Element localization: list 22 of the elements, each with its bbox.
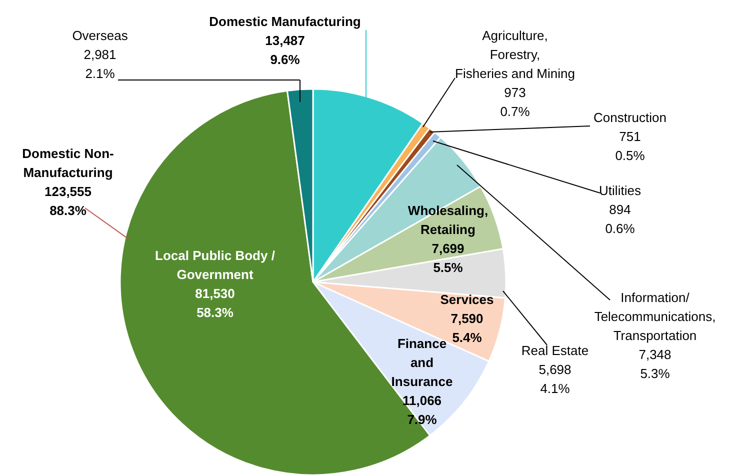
- slice-label: Information/ Telecommunications, Transportation: [594, 290, 716, 343]
- slice-label: Services: [440, 292, 494, 307]
- data-label: 751 0.5%: [615, 129, 646, 163]
- data-label: 7,348 5.3%: [638, 347, 672, 381]
- slice-label: Finance and Insurance: [391, 336, 453, 389]
- slice-label: Domestic Manufacturing: [209, 14, 361, 29]
- data-label: 7,699 5.5%: [432, 241, 464, 275]
- slice-label: Utilities: [599, 183, 642, 198]
- data-label: 5,698 4.1%: [538, 362, 572, 396]
- slice-label: Real Estate: [521, 343, 589, 358]
- slice-label: Construction: [594, 110, 666, 125]
- data-label: 7,590 5.4%: [450, 311, 484, 345]
- slice-label: Wholesaling, Retailing: [408, 203, 488, 237]
- slice-label: Overseas: [72, 28, 128, 43]
- data-label: 973 0.7%: [500, 85, 530, 119]
- data-label: 2,981 2.1%: [84, 47, 116, 81]
- slice-label: Agriculture, Forestry, Fisheries and Mining: [455, 28, 575, 81]
- data-label: 894 0.6%: [605, 202, 636, 236]
- text: Domestic Non- Manufacturing 123,555 88.3%: [22, 146, 114, 218]
- data-label: 81,530 58.3%: [195, 286, 235, 320]
- data-label: 13,487 9.6%: [265, 33, 305, 67]
- slice-label: Local Public Body / Government: [155, 248, 276, 282]
